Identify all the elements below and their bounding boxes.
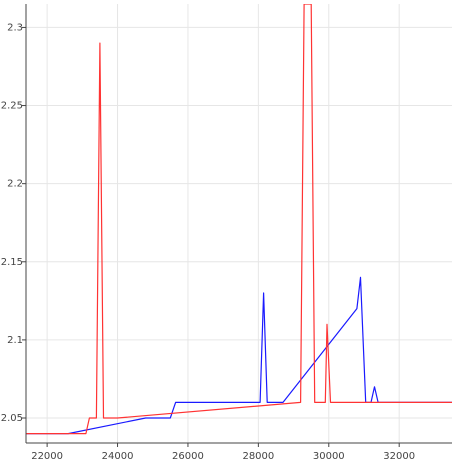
series-line-0 [26, 276, 452, 435]
y-tick-label: 2.1 [7, 335, 23, 346]
x-tick-label: 30000 [313, 451, 345, 462]
x-tick-label: 22000 [31, 451, 63, 462]
x-tick-label: 24000 [102, 451, 134, 462]
y-tick-label: 2.2 [7, 179, 23, 190]
y-tick-label: 2.3 [7, 22, 23, 33]
y-tick-label: 2.25 [1, 101, 23, 112]
x-tick-label: 28000 [242, 451, 274, 462]
y-tick-label: 2.15 [1, 257, 23, 268]
plot-area [26, 4, 452, 435]
x-tick-label: 26000 [172, 451, 204, 462]
gridlines [26, 4, 452, 443]
x-tick-label: 32000 [383, 451, 415, 462]
series-line-1 [26, 4, 452, 435]
y-tick-label: 2.05 [1, 413, 23, 424]
axes: 22000 24000 26000 28000 30000 32000 2.05 2.1 2.1… [1, 4, 452, 462]
